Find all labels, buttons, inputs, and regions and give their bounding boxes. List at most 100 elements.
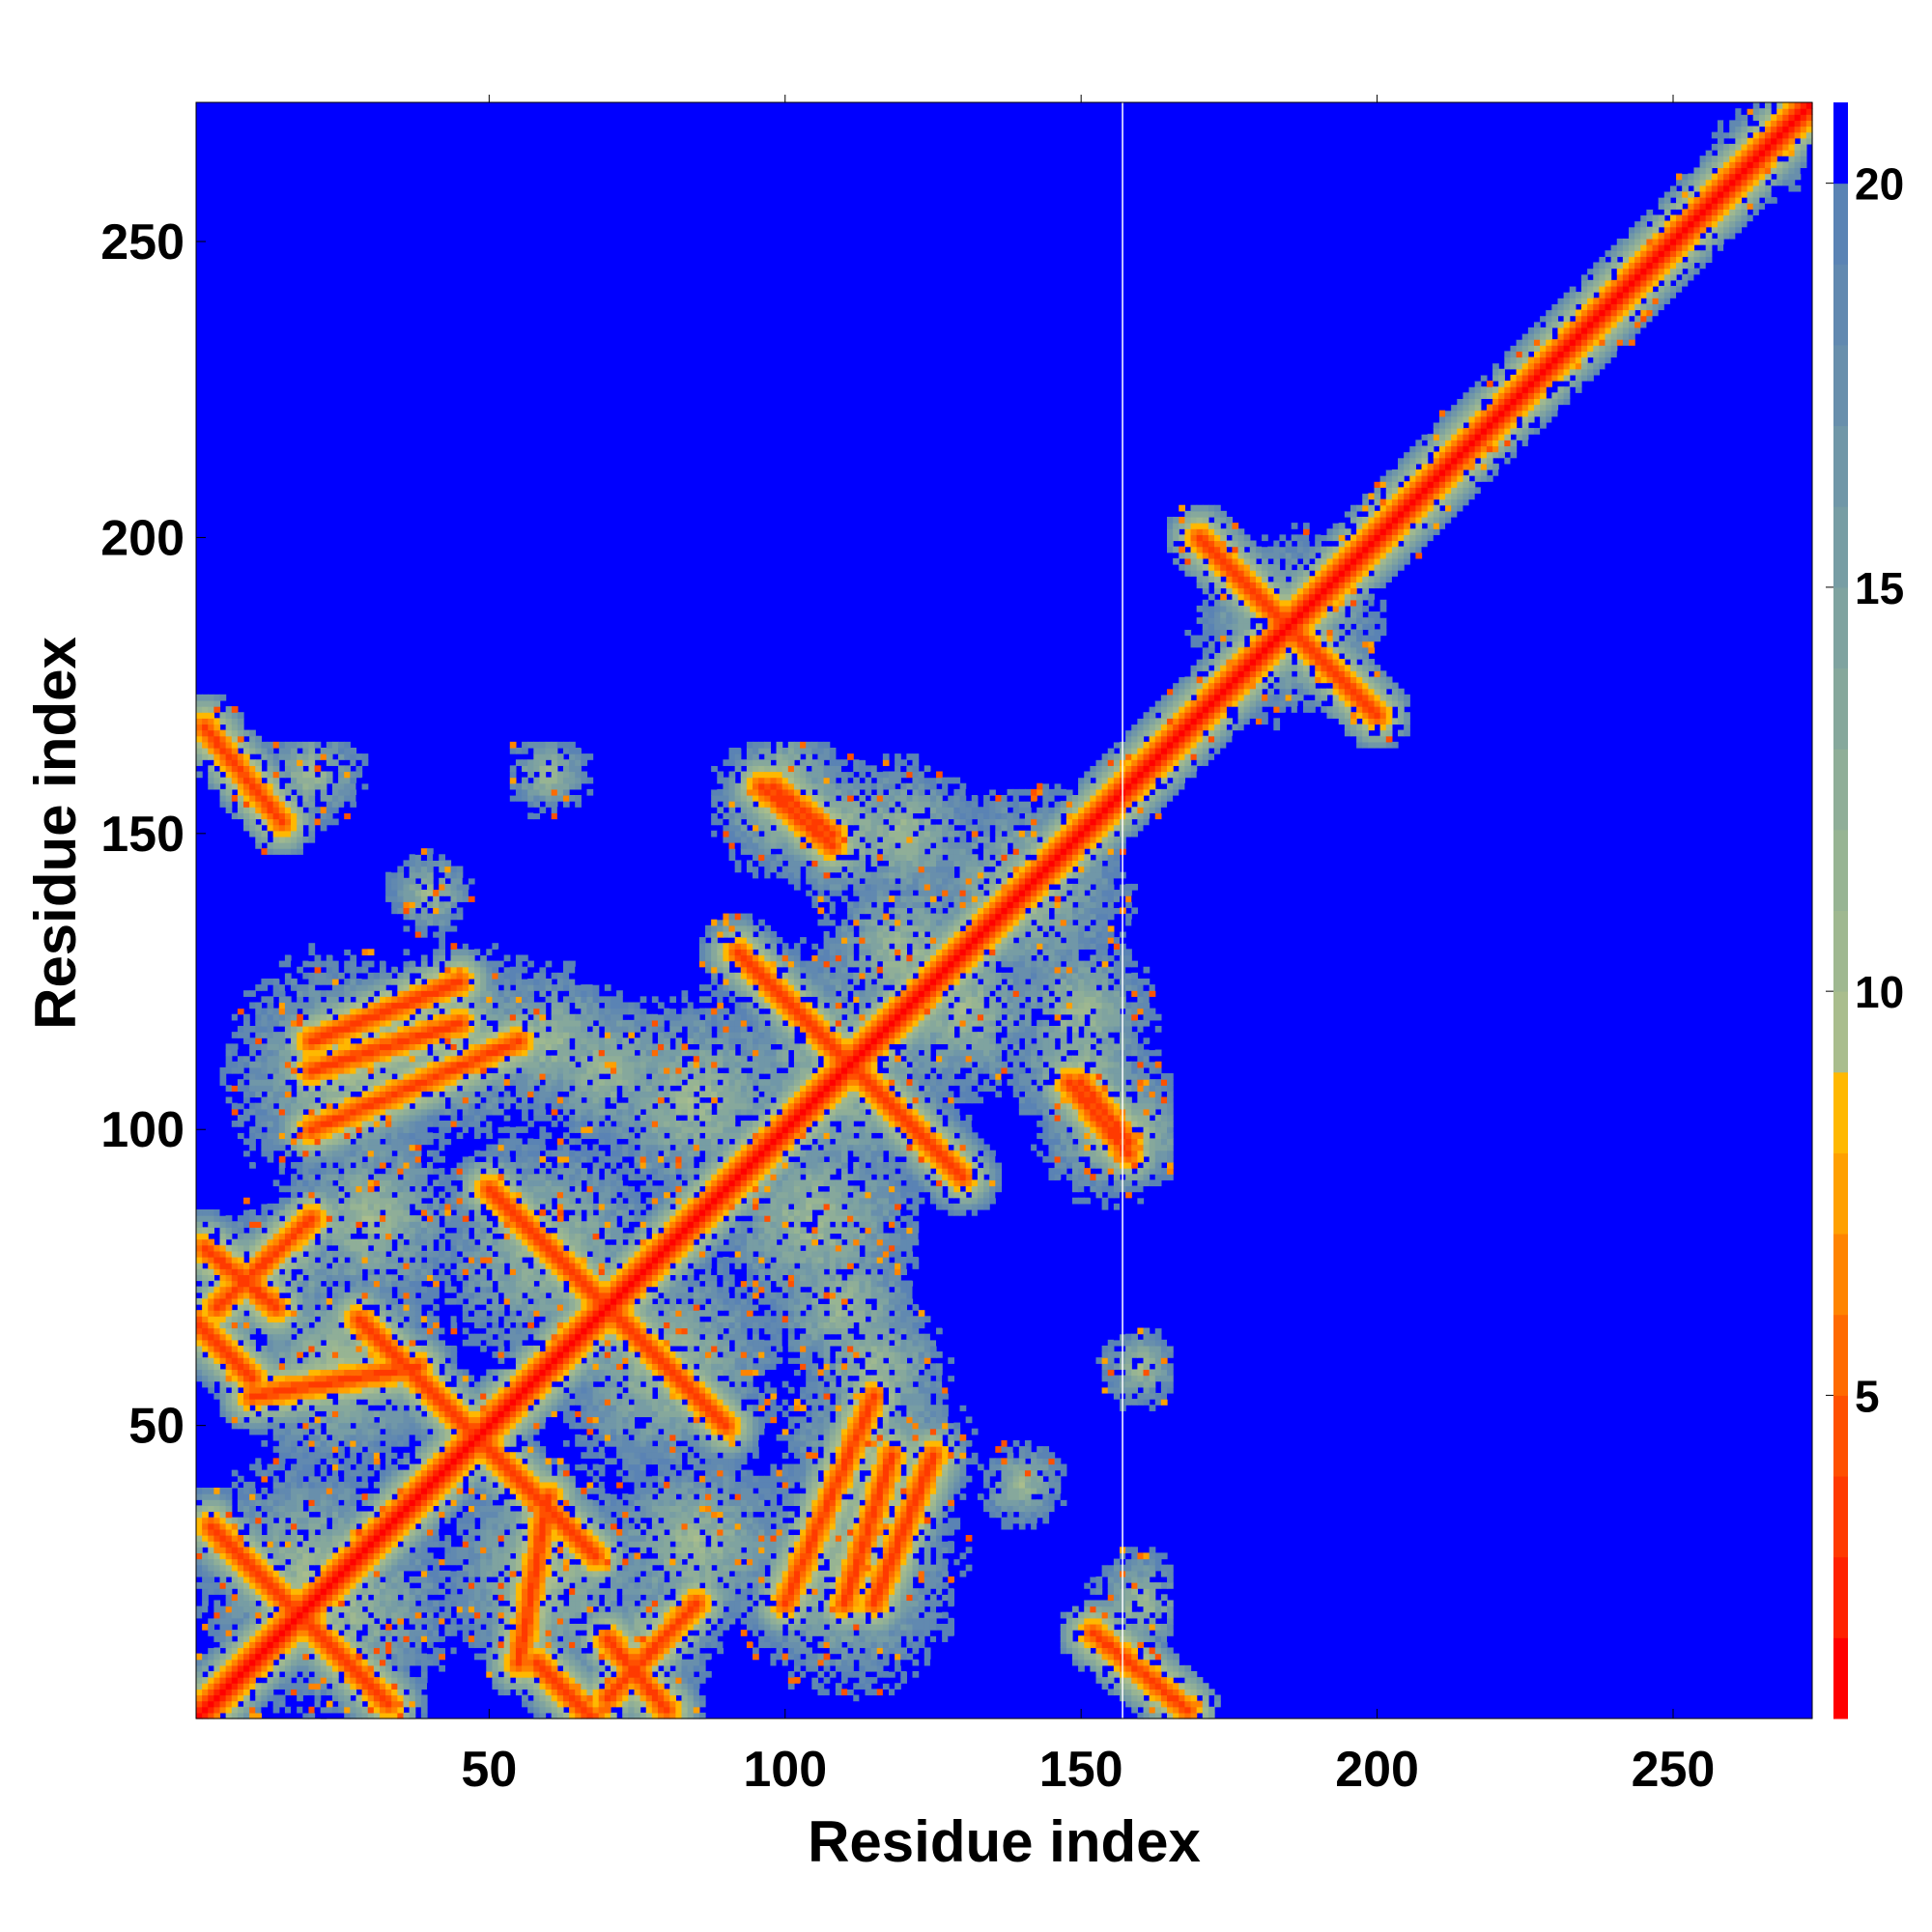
- heatmap-cell: [225, 1304, 233, 1311]
- heatmap-cell: [427, 1037, 434, 1044]
- heatmap-cell: [284, 1576, 292, 1583]
- heatmap-cell: [409, 1316, 416, 1323]
- heatmap-cell: [272, 1339, 280, 1347]
- heatmap-cell: [344, 1458, 351, 1465]
- heatmap-cell: [249, 807, 256, 813]
- heatmap-cell: [267, 1032, 274, 1038]
- heatmap-cell: [225, 1552, 233, 1560]
- heatmap-cell: [420, 996, 428, 1004]
- heatmap-cell: [414, 1689, 422, 1696]
- heatmap-cell: [361, 1238, 369, 1246]
- heatmap-cell: [243, 1488, 250, 1494]
- heatmap-cell: [444, 1552, 452, 1560]
- heatmap-cell: [420, 1026, 428, 1033]
- heatmap-cell: [379, 978, 386, 985]
- heatmap-cell: [450, 1647, 458, 1655]
- heatmap-cell: [272, 1570, 280, 1577]
- heatmap-cell: [409, 1505, 416, 1513]
- heatmap-cell: [202, 747, 209, 754]
- heatmap-cell: [427, 1002, 434, 1009]
- heatmap-cell: [409, 1380, 416, 1388]
- heatmap-cell: [308, 960, 316, 968]
- heatmap-cell: [367, 1280, 375, 1288]
- heatmap-cell: [225, 753, 233, 760]
- heatmap-cell: [397, 1114, 405, 1122]
- heatmap-cell: [278, 1327, 286, 1335]
- heatmap-cell: [409, 1588, 416, 1595]
- heatmap-cell: [403, 1422, 411, 1430]
- heatmap-cell: [385, 1274, 392, 1282]
- heatmap-cell: [331, 1564, 339, 1572]
- heatmap-cell: [361, 1469, 369, 1477]
- heatmap-cell: [261, 1570, 269, 1577]
- heatmap-cell: [284, 1091, 292, 1098]
- heatmap-cell: [427, 1233, 434, 1240]
- heatmap-cell: [450, 1564, 458, 1572]
- heatmap-cell: [385, 1096, 392, 1104]
- heatmap-cell: [314, 1132, 322, 1140]
- heatmap-cell: [397, 1522, 405, 1530]
- heatmap-cell: [225, 1392, 233, 1400]
- heatmap-cell: [320, 1522, 327, 1530]
- heatmap-cell: [403, 1351, 411, 1358]
- heatmap-cell: [219, 1263, 227, 1269]
- heatmap-cell: [267, 1410, 274, 1418]
- heatmap-cell: [403, 1138, 411, 1146]
- heatmap-cell: [320, 1155, 327, 1163]
- heatmap-cell: [367, 1026, 375, 1033]
- heatmap-cell: [249, 1463, 256, 1471]
- heatmap-cell: [237, 1132, 244, 1140]
- heatmap-cell: [261, 1244, 269, 1252]
- heatmap-cell: [308, 1617, 316, 1625]
- heatmap-cell: [237, 807, 244, 813]
- heatmap-cell: [444, 1257, 452, 1264]
- heatmap-cell: [196, 771, 203, 779]
- heatmap-cell: [397, 1410, 405, 1418]
- heatmap-cell: [314, 1268, 322, 1275]
- heatmap-cell: [427, 1630, 434, 1636]
- heatmap-cell: [373, 1102, 381, 1110]
- heatmap-cell: [225, 1310, 233, 1317]
- heatmap-cell: [231, 1664, 239, 1672]
- heatmap-cell: [326, 1321, 333, 1329]
- heatmap-cell: [338, 1576, 345, 1583]
- heatmap-cell: [427, 1493, 434, 1500]
- heatmap-cell: [403, 1037, 411, 1044]
- heatmap-cell: [326, 978, 333, 985]
- heatmap-cell: [243, 1630, 250, 1636]
- heatmap-cell: [391, 1481, 398, 1489]
- heatmap-cell: [361, 1185, 369, 1193]
- heatmap-cell: [361, 1108, 369, 1116]
- heatmap-cell: [373, 1659, 381, 1666]
- heatmap-cell: [213, 1611, 221, 1619]
- heatmap-cell: [338, 1582, 345, 1589]
- heatmap-cell: [409, 1079, 416, 1086]
- heatmap-cell: [302, 1481, 310, 1489]
- heatmap-cell: [331, 1375, 339, 1382]
- heatmap-cell: [291, 1061, 298, 1068]
- heatmap-cell: [314, 1280, 322, 1288]
- heatmap-cell: [391, 1416, 398, 1424]
- heatmap-cell: [379, 1026, 386, 1033]
- heatmap-cell: [326, 1475, 333, 1483]
- heatmap-cell: [278, 795, 286, 802]
- heatmap-cell: [373, 1138, 381, 1146]
- heatmap-cell: [338, 1345, 345, 1352]
- heatmap-cell: [391, 1049, 398, 1057]
- heatmap-cell: [379, 1617, 386, 1625]
- heatmap-cell: [379, 1641, 386, 1649]
- heatmap-cell: [267, 1233, 274, 1240]
- heatmap-cell: [255, 1108, 263, 1116]
- heatmap-cell: [284, 812, 292, 820]
- heatmap-cell: [331, 1558, 339, 1566]
- heatmap-cell: [409, 1327, 416, 1335]
- heatmap-cell: [427, 913, 434, 921]
- heatmap-cell: [326, 1026, 333, 1033]
- heatmap-cell: [308, 1221, 316, 1228]
- heatmap-cell: [420, 1499, 428, 1506]
- heatmap-cell: [291, 1416, 298, 1424]
- heatmap-cell: [433, 1155, 440, 1163]
- heatmap-cell: [302, 741, 310, 749]
- heatmap-cell: [397, 1280, 405, 1288]
- heatmap-cell: [231, 1380, 239, 1388]
